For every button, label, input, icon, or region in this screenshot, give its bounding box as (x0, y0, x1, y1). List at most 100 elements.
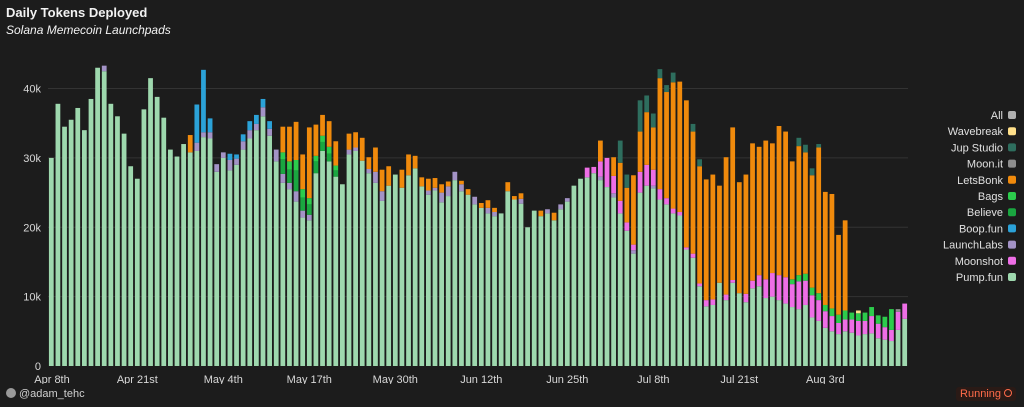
bar-segment[interactable] (710, 174, 716, 300)
bar-segment[interactable] (174, 156, 180, 366)
bar-segment[interactable] (809, 287, 815, 296)
bar-segment[interactable] (465, 189, 471, 195)
bar-segment[interactable] (869, 316, 874, 334)
bar-segment[interactable] (432, 187, 438, 191)
bar-segment[interactable] (564, 201, 570, 366)
bar-segment[interactable] (240, 134, 246, 142)
bar-segment[interactable] (254, 123, 259, 131)
bar-segment[interactable] (306, 127, 312, 199)
bar-segment[interactable] (512, 199, 517, 366)
bar-segment[interactable] (306, 220, 312, 366)
bar-segment[interactable] (366, 157, 372, 170)
bar-segment[interactable] (201, 132, 206, 138)
bar-segment[interactable] (836, 334, 841, 366)
bar-segment[interactable] (664, 85, 669, 93)
bar-segment[interactable] (617, 140, 623, 163)
bar-segment[interactable] (750, 143, 755, 281)
bar-segment[interactable] (822, 191, 828, 305)
bar-segment[interactable] (234, 164, 239, 366)
bar-segment[interactable] (829, 316, 835, 332)
bar-segment[interactable] (816, 144, 822, 148)
bar-segment[interactable] (194, 150, 200, 366)
bar-segment[interactable] (591, 166, 597, 174)
bar-segment[interactable] (809, 168, 815, 176)
bar-segment[interactable] (531, 210, 537, 366)
bar-segment[interactable] (664, 204, 669, 366)
bar-segment[interactable] (505, 182, 511, 192)
bar-segment[interactable] (703, 179, 709, 301)
legend-swatch-icon[interactable] (1008, 208, 1016, 217)
legend-label[interactable]: Moon.it (967, 159, 1003, 171)
bar-segment[interactable] (472, 196, 478, 205)
bar-segment[interactable] (201, 69, 206, 133)
bar-segment[interactable] (545, 213, 550, 366)
bar-segment[interactable] (280, 182, 286, 366)
bar-segment[interactable] (333, 141, 339, 166)
bar-segment[interactable] (452, 171, 458, 181)
bar-segment[interactable] (829, 331, 835, 366)
bar-segment[interactable] (280, 152, 286, 160)
bar-segment[interactable] (690, 123, 696, 132)
bar-segment[interactable] (849, 319, 855, 333)
bar-segment[interactable] (68, 119, 74, 367)
bar-segment[interactable] (108, 103, 114, 366)
bar-segment[interactable] (293, 121, 299, 160)
bar-segment[interactable] (598, 140, 603, 162)
bar-segment[interactable] (207, 138, 213, 366)
bar-segment[interactable] (789, 307, 795, 366)
bar-segment[interactable] (650, 127, 656, 170)
bar-segment[interactable] (359, 137, 365, 161)
bar-segment[interactable] (485, 207, 491, 214)
bar-segment[interactable] (730, 282, 736, 366)
bar-segment[interactable] (459, 184, 464, 192)
bar-segment[interactable] (326, 161, 332, 366)
bar-segment[interactable] (617, 162, 623, 201)
bar-segment[interactable] (373, 182, 378, 366)
legend-label[interactable]: Bags (978, 191, 1004, 203)
bar-segment[interactable] (306, 214, 312, 221)
bar-segment[interactable] (538, 210, 544, 217)
bar-segment[interactable] (353, 147, 358, 151)
bar-segment[interactable] (723, 294, 729, 301)
bar-segment[interactable] (776, 126, 782, 276)
bar-segment[interactable] (723, 300, 729, 366)
bar-segment[interactable] (505, 191, 511, 366)
bar-segment[interactable] (320, 135, 325, 142)
bar-segment[interactable] (366, 169, 372, 174)
bar-segment[interactable] (690, 257, 696, 366)
bar-segment[interactable] (783, 303, 788, 366)
bar-segment[interactable] (684, 100, 689, 248)
bar-segment[interactable] (439, 192, 444, 203)
bar-segment[interactable] (379, 191, 385, 201)
bar-segment[interactable] (181, 144, 186, 366)
bar-segment[interactable] (386, 185, 392, 366)
bar-segment[interactable] (280, 126, 286, 153)
bar-segment[interactable] (756, 275, 762, 287)
bar-segment[interactable] (558, 209, 564, 366)
bar-segment[interactable] (822, 311, 828, 328)
bar-segment[interactable] (644, 164, 650, 186)
legend-swatch-icon[interactable] (1008, 159, 1016, 168)
bar-segment[interactable] (48, 157, 54, 366)
bar-segment[interactable] (207, 132, 213, 139)
bar-segment[interactable] (564, 198, 570, 202)
bar-segment[interactable] (684, 249, 689, 366)
bar-segment[interactable] (240, 149, 246, 366)
bar-segment[interactable] (406, 175, 411, 366)
bar-segment[interactable] (717, 185, 722, 283)
bar-segment[interactable] (445, 196, 451, 366)
bar-segment[interactable] (300, 197, 306, 211)
bar-segment[interactable] (584, 167, 590, 178)
bar-segment[interactable] (882, 316, 888, 328)
bar-segment[interactable] (816, 320, 822, 366)
bar-segment[interactable] (856, 310, 861, 314)
bar-segment[interactable] (875, 323, 881, 339)
bar-segment[interactable] (578, 178, 583, 366)
bar-segment[interactable] (267, 121, 272, 129)
bar-segment[interactable] (697, 159, 702, 167)
bar-segment[interactable] (326, 146, 332, 154)
legend-swatch-icon[interactable] (1008, 256, 1016, 265)
bar-segment[interactable] (796, 137, 802, 147)
bar-segment[interactable] (234, 158, 239, 165)
bar-segment[interactable] (346, 149, 352, 155)
